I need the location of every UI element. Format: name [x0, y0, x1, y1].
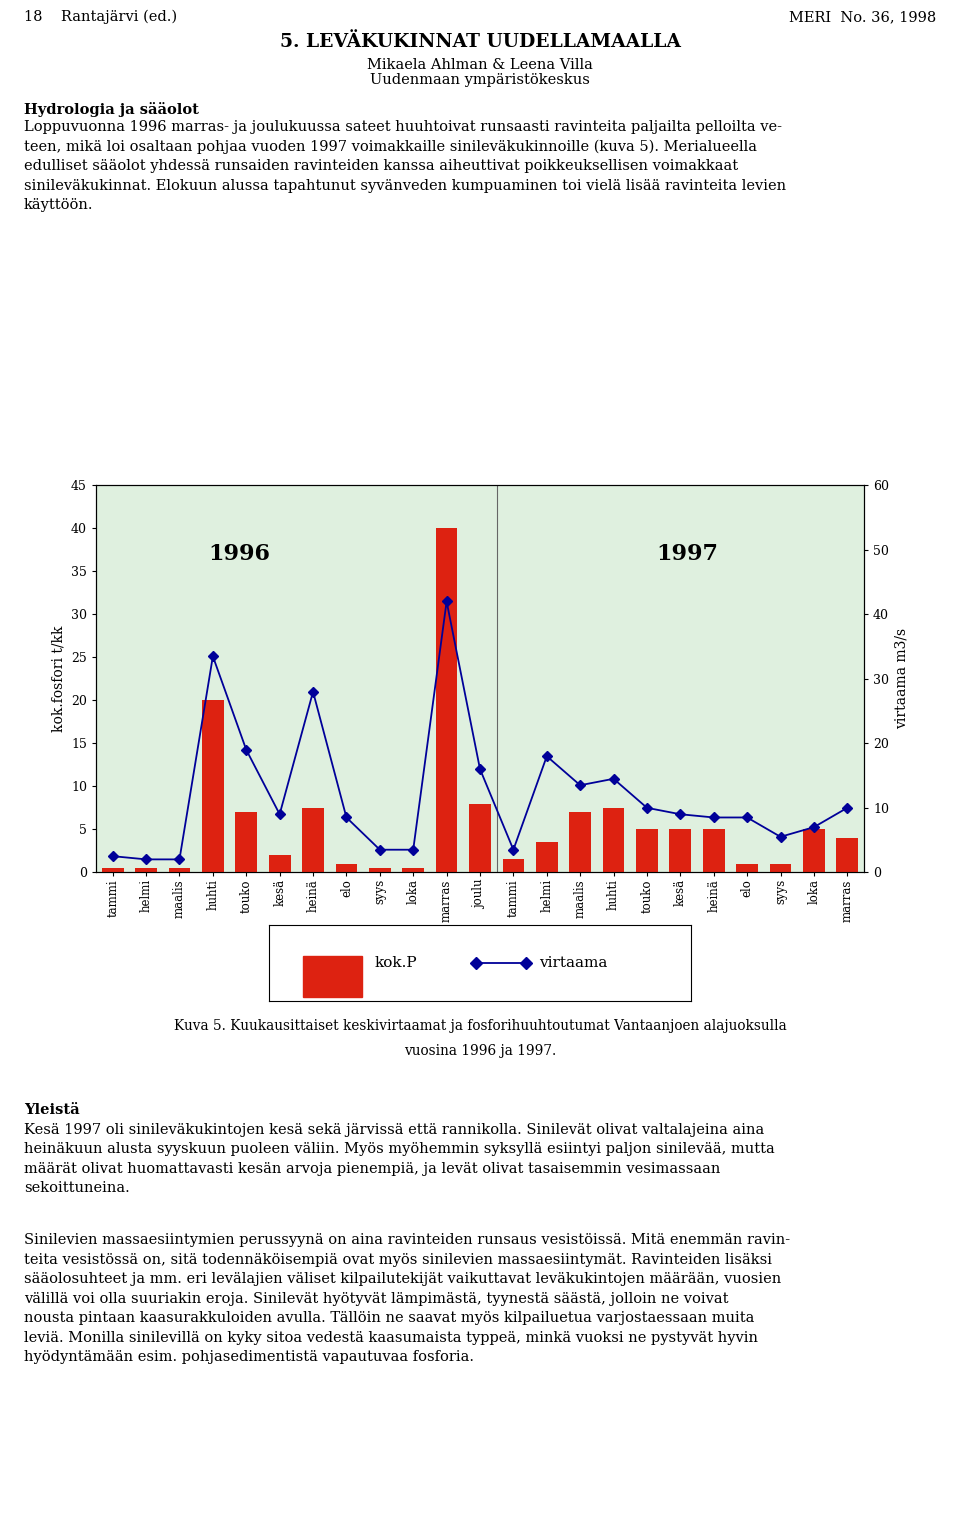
Text: kok.P: kok.P	[374, 956, 417, 971]
Text: Uudenmaan ympäristökeskus: Uudenmaan ympäristökeskus	[370, 73, 590, 86]
Text: Sinilevien massaesiintymien perussyynä on aina ravinteiden runsaus vesistöissä. : Sinilevien massaesiintymien perussyynä o…	[24, 1233, 790, 1364]
Text: Yleistä: Yleistä	[24, 1103, 80, 1117]
Text: Loppuvuonna 1996 marras- ja joulukuussa sateet huuhtoivat runsaasti ravinteita p: Loppuvuonna 1996 marras- ja joulukuussa …	[24, 120, 786, 212]
Bar	[102, 868, 124, 872]
Bar	[302, 807, 324, 872]
Bar	[336, 863, 357, 872]
Bar	[235, 812, 257, 872]
Text: Kesä 1997 oli sinileväkukintojen kesä sekä järvissä että rannikolla. Sinilevät o: Kesä 1997 oli sinileväkukintojen kesä se…	[24, 1123, 775, 1195]
Bar	[469, 804, 491, 872]
Text: 1996: 1996	[208, 543, 271, 566]
Bar	[202, 701, 224, 872]
Bar	[269, 856, 291, 872]
Bar	[836, 837, 858, 872]
Bar	[536, 842, 558, 872]
Bar	[502, 859, 524, 872]
Text: 5. LEVÄKUKINNAT UUDELLAMAALLA: 5. LEVÄKUKINNAT UUDELLAMAALLA	[279, 33, 681, 52]
Bar	[302, 956, 362, 998]
Bar	[703, 830, 725, 872]
Bar	[569, 812, 591, 872]
Bar	[402, 868, 424, 872]
Bar	[369, 868, 391, 872]
Y-axis label: kok.fosfori t/kk: kok.fosfori t/kk	[52, 625, 65, 733]
Text: Kuva 5. Kuukausittaiset keskivirtaamat ja fosforihuuhtoutumat Vantaanjoen alajuo: Kuva 5. Kuukausittaiset keskivirtaamat j…	[174, 1019, 786, 1033]
Bar	[636, 830, 658, 872]
Text: Hydrologia ja sääolot: Hydrologia ja sääolot	[24, 102, 199, 117]
Bar	[603, 807, 624, 872]
Bar	[804, 830, 825, 872]
Bar	[135, 868, 156, 872]
Text: MERI  No. 36, 1998: MERI No. 36, 1998	[789, 11, 936, 24]
Text: vuosina 1996 ja 1997.: vuosina 1996 ja 1997.	[404, 1044, 556, 1057]
Y-axis label: virtaama m3/s: virtaama m3/s	[895, 628, 908, 730]
Bar	[436, 528, 458, 872]
Text: virtaama: virtaama	[540, 956, 608, 971]
Bar	[669, 830, 691, 872]
Text: Mikaela Ahlman & Leena Villa: Mikaela Ahlman & Leena Villa	[367, 58, 593, 71]
Bar	[169, 868, 190, 872]
Bar	[770, 863, 791, 872]
Bar	[736, 863, 758, 872]
Text: 1997: 1997	[656, 543, 718, 566]
Text: 18    Rantajärvi (ed.): 18 Rantajärvi (ed.)	[24, 11, 178, 24]
